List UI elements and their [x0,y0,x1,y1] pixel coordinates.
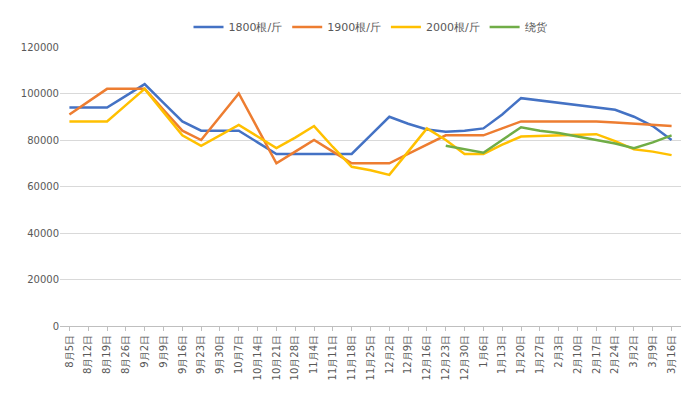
svg-text:9月9日: 9月9日 [158,335,169,368]
svg-text:80000: 80000 [27,135,59,146]
svg-text:2000根/斤: 2000根/斤 [426,21,480,34]
svg-text:3月2日: 3月2日 [628,335,639,368]
svg-text:绕货: 绕货 [525,21,547,34]
svg-text:100000: 100000 [21,88,59,99]
svg-text:1月6日: 1月6日 [478,335,489,368]
svg-text:2月10日: 2月10日 [572,335,583,374]
svg-text:11月25日: 11月25日 [365,335,376,380]
svg-text:8月26日: 8月26日 [120,335,131,374]
svg-text:9月23日: 9月23日 [195,335,206,374]
svg-text:8月12日: 8月12日 [82,335,93,374]
svg-text:1月27日: 1月27日 [534,335,545,374]
svg-text:3月9日: 3月9日 [647,335,658,368]
svg-text:12月30日: 12月30日 [459,335,470,380]
svg-text:12月16日: 12月16日 [421,335,432,380]
svg-text:9月30日: 9月30日 [214,335,225,374]
svg-text:11月11日: 11月11日 [327,335,338,380]
svg-text:10月7日: 10月7日 [233,335,244,374]
svg-text:10月21日: 10月21日 [271,335,282,380]
svg-text:2月3日: 2月3日 [553,335,564,368]
svg-text:8月5日: 8月5日 [64,335,75,368]
svg-text:1800根/斤: 1800根/斤 [229,21,283,34]
svg-text:40000: 40000 [27,228,59,239]
svg-text:9月16日: 9月16日 [177,335,188,374]
svg-text:10月14日: 10月14日 [252,335,263,380]
svg-text:12月2日: 12月2日 [384,335,395,374]
svg-text:1月13日: 1月13日 [496,335,507,374]
svg-text:1月20日: 1月20日 [515,335,526,374]
svg-text:12月23日: 12月23日 [440,335,451,380]
svg-text:11月18日: 11月18日 [346,335,357,380]
svg-text:11月4日: 11月4日 [308,335,319,374]
svg-text:12月9日: 12月9日 [402,335,413,374]
svg-text:2月24日: 2月24日 [609,335,620,374]
svg-text:10月28日: 10月28日 [289,335,300,380]
svg-text:8月19日: 8月19日 [101,335,112,374]
svg-text:0: 0 [53,321,59,332]
svg-text:60000: 60000 [27,181,59,192]
svg-text:9月2日: 9月2日 [139,335,150,368]
svg-text:2月17日: 2月17日 [591,335,602,374]
svg-text:1900根/斤: 1900根/斤 [327,21,381,34]
svg-text:120000: 120000 [21,42,59,53]
svg-text:3月16日: 3月16日 [666,335,677,374]
svg-text:20000: 20000 [27,274,59,285]
